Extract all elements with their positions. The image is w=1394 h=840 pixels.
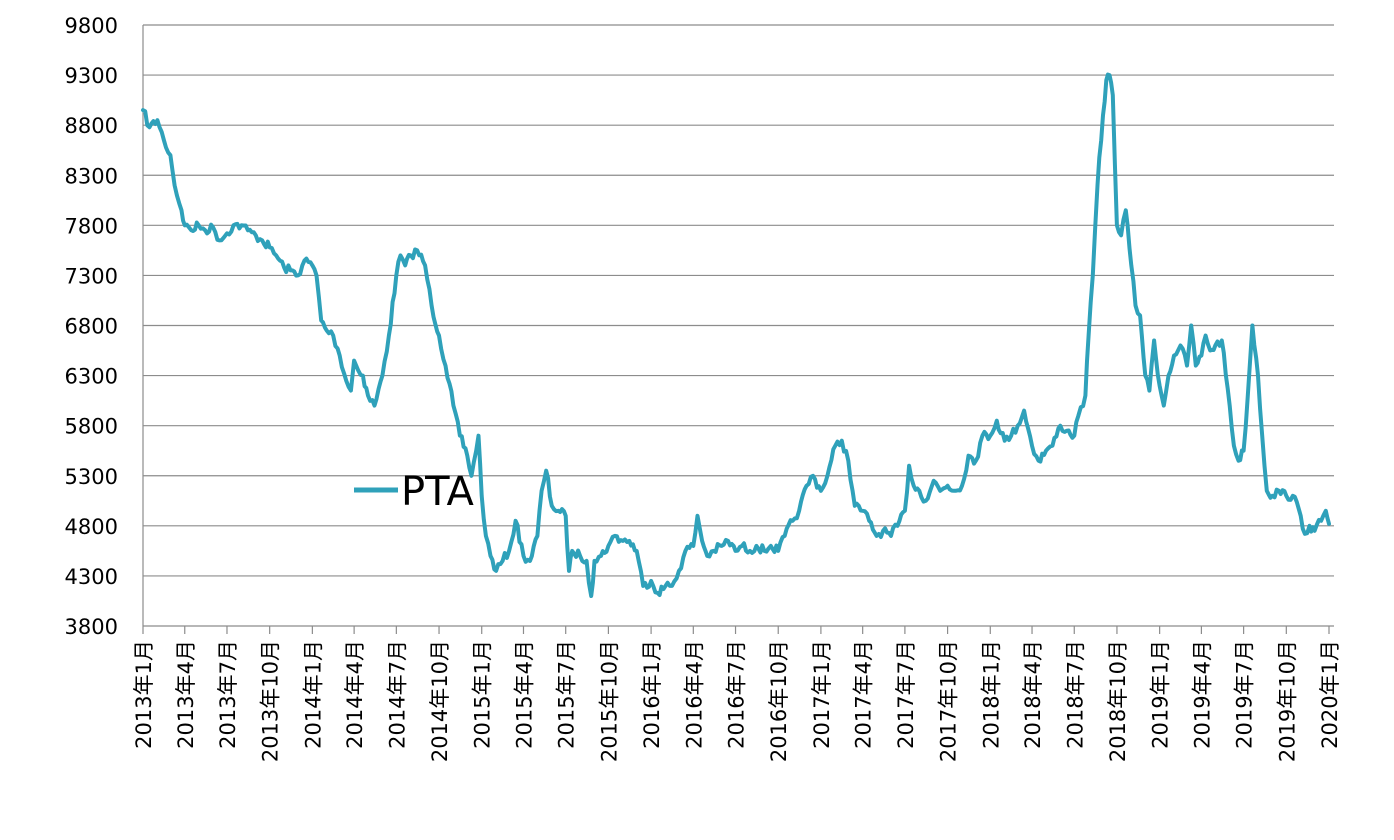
x-tick-label: 2017年1月 bbox=[810, 640, 834, 749]
x-tick-label: 2014年7月 bbox=[385, 640, 409, 749]
x-tick-label: 2014年1月 bbox=[301, 640, 325, 749]
y-tick-label: 6800 bbox=[65, 315, 118, 339]
x-tick-label: 2018年10月 bbox=[1106, 640, 1130, 762]
x-tick-label: 2016年7月 bbox=[725, 640, 749, 749]
x-tick-label: 2016年10月 bbox=[767, 640, 791, 762]
x-tick-label: 2017年4月 bbox=[852, 640, 876, 749]
x-tick-label: 2018年1月 bbox=[979, 640, 1003, 749]
legend: PTA bbox=[354, 469, 474, 515]
y-tick-label: 4300 bbox=[65, 565, 118, 589]
x-tick-label: 2013年10月 bbox=[259, 640, 283, 762]
y-tick-label: 4800 bbox=[65, 515, 118, 539]
x-tick-label: 2019年7月 bbox=[1233, 640, 1257, 749]
series-line-pta bbox=[141, 72, 1331, 598]
x-tick-label: 2019年1月 bbox=[1149, 640, 1173, 749]
y-tick-label: 8300 bbox=[65, 164, 118, 188]
x-tick-label: 2019年4月 bbox=[1190, 640, 1214, 749]
x-tick-label: 2016年1月 bbox=[640, 640, 664, 749]
series-layer bbox=[141, 72, 1331, 598]
x-tick-label: 2013年4月 bbox=[174, 640, 198, 749]
x-tick-label: 2018年4月 bbox=[1021, 640, 1045, 749]
y-tick-label: 5800 bbox=[65, 415, 118, 439]
x-tick-label: 2013年7月 bbox=[216, 640, 240, 749]
x-tick-label: 2015年10月 bbox=[597, 640, 621, 762]
y-tick-label: 9800 bbox=[65, 14, 118, 38]
x-tick-label: 2015年4月 bbox=[512, 640, 536, 749]
x-tick-label: 2015年1月 bbox=[471, 640, 495, 749]
y-tick-label: 5300 bbox=[65, 465, 118, 489]
y-tick-label: 7800 bbox=[65, 214, 118, 238]
x-tick-label: 2014年10月 bbox=[428, 640, 452, 762]
y-tick-label: 8800 bbox=[65, 114, 118, 138]
x-tick-label: 2020年1月 bbox=[1318, 640, 1342, 749]
y-tick-label: 7300 bbox=[65, 264, 118, 288]
y-tick-label: 9300 bbox=[65, 64, 118, 88]
x-tick-label: 2014年4月 bbox=[343, 640, 367, 749]
y-tick-label: 6300 bbox=[65, 365, 118, 389]
x-tick-label: 2019年10月 bbox=[1275, 640, 1299, 762]
x-axis: 2013年1月 2013年4月 2013年7月 2013年10月 2014年1月 2014… bbox=[132, 626, 1342, 762]
y-axis: 3800 4300 4800 5300 5800 6300 6800 7300 7800 8300… bbox=[65, 14, 144, 639]
x-tick-label: 2015年7月 bbox=[555, 640, 579, 749]
x-tick-label: 2016年4月 bbox=[682, 640, 706, 749]
x-tick-label: 2013年1月 bbox=[132, 640, 156, 749]
x-tick-label: 2018年7月 bbox=[1063, 640, 1087, 749]
gridlines bbox=[143, 24, 1334, 627]
x-tick-label: 2017年7月 bbox=[894, 640, 918, 749]
x-tick-label: 2017年10月 bbox=[937, 640, 961, 762]
y-tick-label: 3800 bbox=[65, 615, 118, 639]
legend-label: PTA bbox=[401, 469, 474, 515]
